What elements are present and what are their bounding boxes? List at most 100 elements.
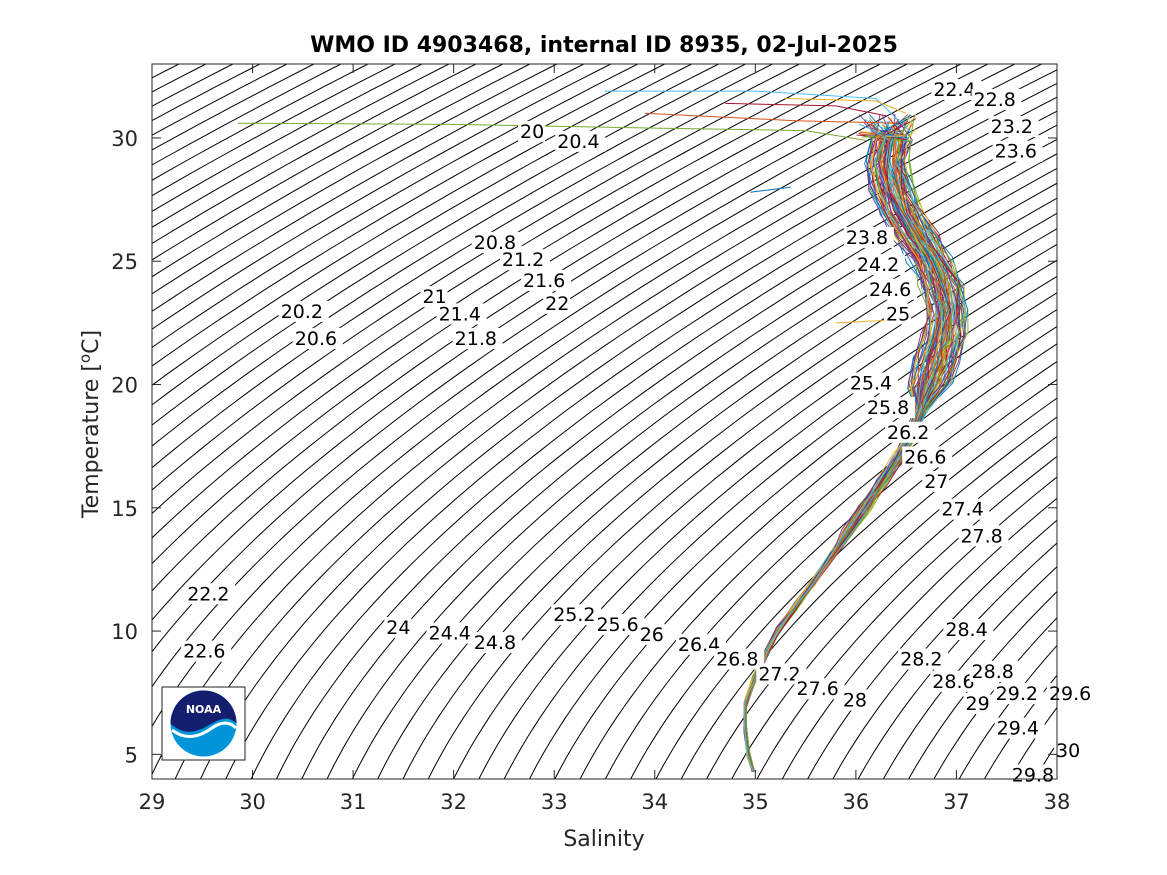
contour-label: 29.6 [1049, 683, 1091, 705]
isopycnal-line [152, 64, 882, 539]
isopycnal-line [152, 64, 801, 469]
contour-label: 26.8 [716, 649, 758, 671]
isopycnal-line [152, 64, 532, 278]
contour-label-background [939, 498, 990, 520]
isopycnal-line [152, 64, 774, 447]
isopycnal-line [604, 343, 1057, 779]
y-axis-label-unit: C] [79, 330, 104, 354]
x-tick-label: 32 [440, 790, 467, 814]
contour-label: 28.4 [945, 619, 987, 641]
isopycnal-line [528, 292, 1057, 779]
contour-label: 21.2 [502, 249, 544, 271]
profile-outlier-line [604, 90, 912, 134]
isopycnal-line [152, 64, 612, 330]
isopycnal-line [250, 124, 1057, 779]
contour-label-background [756, 663, 807, 685]
contour-label: 26 [640, 624, 664, 646]
x-tick-label: 35 [742, 790, 769, 814]
isopycnal-line [152, 64, 693, 386]
contour-label: 28.6 [932, 671, 974, 693]
contour-label-background [278, 300, 329, 322]
contour-label: 22.6 [183, 641, 225, 663]
contour-label-background [518, 120, 546, 142]
x-tick-label: 29 [139, 790, 166, 814]
contour-label: 25.4 [850, 372, 892, 394]
profile-outlier-line [237, 122, 866, 141]
isopycnal-line [152, 64, 720, 406]
isopycnal-line [199, 96, 1057, 779]
contour-label-background [555, 130, 606, 152]
contour-label-background [551, 604, 602, 626]
contour-label-background [971, 88, 1022, 110]
contour-label-background [885, 421, 936, 443]
contour-label: 26.2 [887, 422, 929, 444]
plot-frame [151, 63, 1058, 780]
contour-label: 27.6 [797, 678, 839, 700]
isopycnal-line [655, 379, 1057, 779]
contour-label-background [1053, 739, 1081, 761]
contour-label-background [847, 372, 898, 394]
isopycnal-line [756, 455, 1057, 779]
contour-label: 25.2 [553, 604, 595, 626]
isopycnal-line [275, 138, 1057, 779]
contour-label: 20 [520, 121, 544, 143]
isopycnal-line [152, 64, 936, 592]
contour-label: 25 [886, 303, 910, 325]
y-axis-label-degree: o [76, 354, 94, 363]
isopycnal-line [152, 64, 451, 228]
contour-label: 21 [422, 286, 446, 308]
contour-label: 20.2 [281, 301, 323, 323]
contour-label-background [958, 525, 1009, 547]
isopycnal-line [807, 497, 1057, 779]
isopycnal-line [152, 64, 1016, 688]
y-tick-label: 30 [111, 127, 138, 151]
isopycnal-line [152, 64, 424, 212]
contour-label-background [1046, 683, 1097, 705]
isopycnal-line [326, 167, 1057, 779]
contour-label-background [471, 231, 522, 253]
isopycnal-line [453, 243, 1057, 779]
noaa-logo-text: NOAA [186, 703, 222, 716]
noaa-logo-wave [171, 721, 238, 738]
contour-label-background [499, 249, 550, 271]
contour-label: 24 [386, 617, 410, 639]
profile-outlier-line [785, 98, 907, 114]
isopycnal-line [351, 182, 1057, 779]
contour-label-background [181, 640, 232, 662]
isopycnal-line [781, 476, 1057, 779]
isopycnal-line [152, 64, 478, 245]
isopycnal-line [152, 64, 370, 181]
isopycnal-line [301, 153, 1057, 779]
contour-label: 20.4 [557, 131, 599, 153]
contour-label-background [994, 717, 1045, 739]
contour-label: 26.6 [904, 446, 946, 468]
contour-label: 23.8 [846, 227, 888, 249]
y-tick-label: 10 [111, 620, 138, 644]
contour-label: 21.6 [523, 270, 565, 292]
x-tick-label: 34 [641, 790, 668, 814]
contour-label: 23.2 [991, 116, 1033, 138]
contour-label-background [471, 632, 522, 654]
contour-label-background [943, 619, 994, 640]
contour-label-background [594, 614, 645, 636]
contour-label-background [854, 254, 905, 276]
contour-label-background [543, 292, 571, 314]
contour-label: 29.8 [1012, 764, 1054, 786]
isopycnal-line [152, 64, 559, 295]
contour-label: 29.2 [996, 683, 1038, 705]
x-tick-label: 36 [843, 790, 870, 814]
y-axis-label: Temperature [oC] [76, 330, 104, 519]
y-tick-label: 20 [111, 374, 138, 398]
contour-label: 27.8 [960, 525, 1002, 547]
profile-outlier-line [750, 186, 791, 193]
contour-label: 22 [545, 293, 569, 315]
contour-label-background [637, 623, 665, 645]
isopycnal-line [152, 64, 828, 491]
x-axis-label: Salinity [563, 827, 644, 852]
y-tick-label: 5 [125, 743, 138, 767]
contour-label: 28 [843, 690, 867, 712]
contour-label-background [930, 670, 981, 692]
isopycnal-line [152, 64, 639, 348]
